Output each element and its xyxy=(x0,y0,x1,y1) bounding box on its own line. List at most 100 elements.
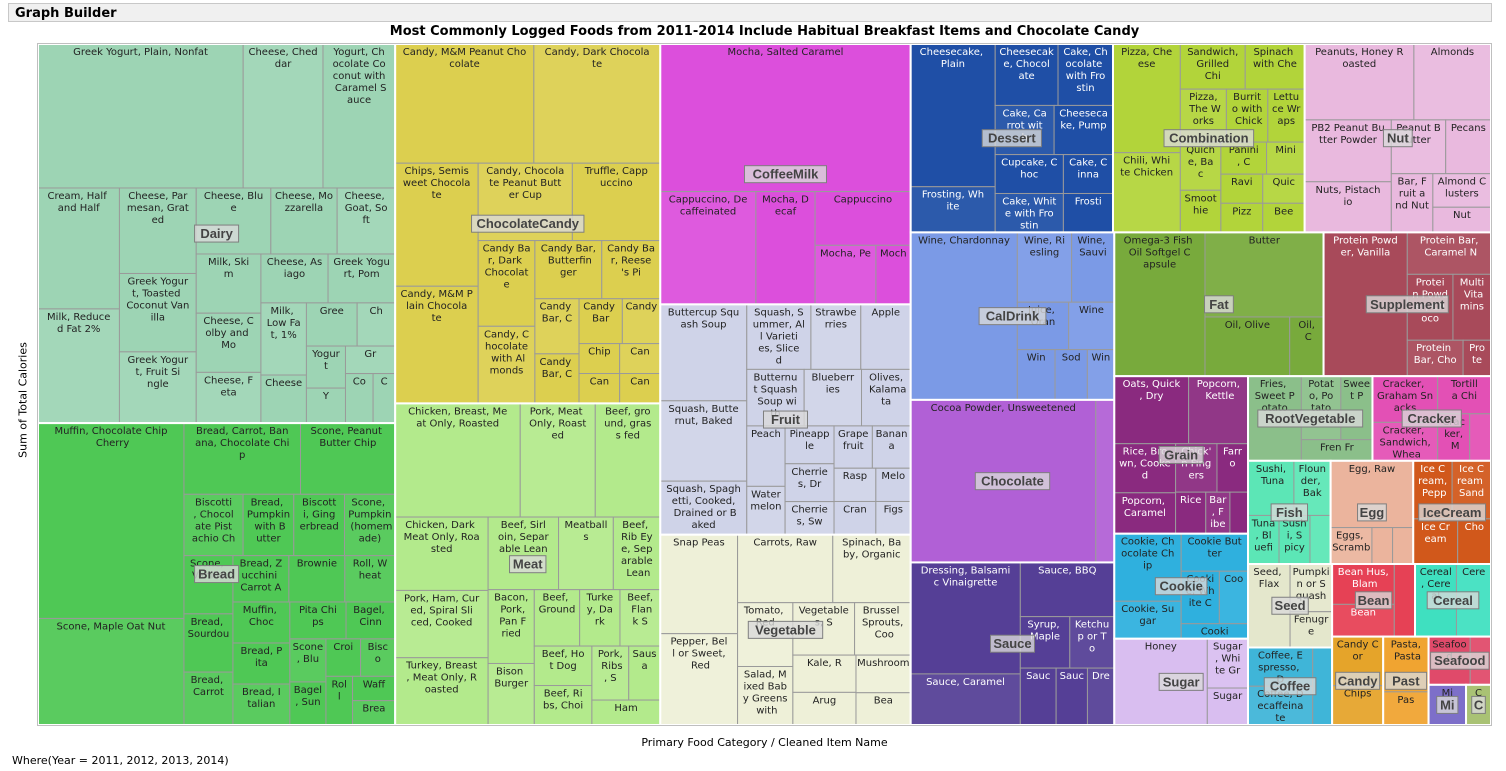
cell-rect[interactable] xyxy=(659,480,748,536)
treemap-cell[interactable]: Greek Yogu rt, Pom xyxy=(327,253,396,304)
treemap-cell[interactable]: Oil, Olive xyxy=(1204,316,1291,377)
treemap-cell[interactable]: Tortill a Chi xyxy=(1437,375,1491,415)
treemap-cell[interactable]: Protein Bar, Caramel N xyxy=(1406,231,1491,275)
category-coffeemilk[interactable]: Mocha, Salted Caramel Cappuccino, De caffe… xyxy=(659,44,912,306)
treemap-cell[interactable]: Yogurt, Ch ocolate Co conut with Caramel S… xyxy=(322,44,396,189)
cell-rect[interactable] xyxy=(394,589,489,659)
treemap-cell[interactable]: Cookie, Su gar xyxy=(1113,600,1182,640)
treemap-cell[interactable]: Candy xyxy=(621,298,661,345)
cell-rect[interactable] xyxy=(305,345,346,389)
treemap-cell[interactable]: Protein Bar, Cho xyxy=(1406,339,1464,377)
treemap-cell[interactable]: Melo xyxy=(875,467,912,502)
treemap-cell[interactable]: Candy Ba r, Reese's Pi xyxy=(601,240,661,300)
treemap-cell[interactable]: Mini xyxy=(1266,141,1306,175)
category-seafood[interactable]: SeafoodSeafood xyxy=(1427,635,1491,686)
treemap-cell[interactable]: Bread, Sourdou xyxy=(183,613,234,673)
cell-rect[interactable] xyxy=(1371,527,1394,565)
cell-rect[interactable] xyxy=(477,325,536,404)
treemap-cell[interactable]: Pepper, Bel l or Sweet, Red xyxy=(659,633,739,725)
category-fruit[interactable]: Buttercup Squ ash Soup Squash, Butte rnut, … xyxy=(659,303,912,536)
cell-rect[interactable] xyxy=(784,425,835,465)
treemap-cell[interactable]: Pizz xyxy=(1220,202,1264,233)
category-combination[interactable]: Pizza, Che ese Chili, Whi te Chicken Sandwic… xyxy=(1111,44,1306,234)
treemap-cell[interactable]: Fenugr e xyxy=(1289,611,1333,648)
cell-rect[interactable] xyxy=(1220,141,1268,175)
category-caldrink[interactable]: Wine, Chardonnay Wine, Ri esling Wine, Sauv… xyxy=(909,231,1116,401)
treemap-svg[interactable]: Greek Yogurt, Plain, Nonfat Cheese, Ched d… xyxy=(38,44,1491,725)
cell-rect[interactable] xyxy=(1113,231,1206,377)
cell-rect[interactable] xyxy=(619,343,661,375)
treemap-cell[interactable]: Chicken, Dark Meat Only, Roa sted xyxy=(394,516,489,591)
cell-rect[interactable] xyxy=(195,371,262,424)
cell-rect[interactable] xyxy=(784,463,835,503)
treemap-cell[interactable]: Milk, Low Fa t, 1% xyxy=(260,302,307,376)
cell-rect[interactable] xyxy=(784,501,835,536)
treemap-cell[interactable]: C xyxy=(372,373,396,424)
category-cookie[interactable]: Cookie, Ch ocolate Ch ip Cookie, Su gar Cooki… xyxy=(1113,532,1250,640)
treemap-cell[interactable]: Cheese, Par mesan, Grat ed xyxy=(118,187,197,274)
treemap-cell[interactable]: Bread, Carrot, Ban ana, Chocolate Chi p xyxy=(183,422,301,495)
treemap-cell[interactable]: Sod xyxy=(1054,349,1088,401)
treemap-cell[interactable]: Beef, Sirl oin, Separ able Lean xyxy=(487,516,560,591)
treemap-cell[interactable]: Chips xyxy=(1331,685,1384,725)
cell-rect[interactable] xyxy=(1057,44,1114,106)
treemap-cell[interactable]: Can xyxy=(619,343,661,375)
treemap-cell[interactable]: Turke y, Da rk xyxy=(579,589,621,647)
cell-rect[interactable] xyxy=(38,422,185,619)
cell-rect[interactable] xyxy=(871,425,912,469)
cell-rect[interactable] xyxy=(1204,316,1291,377)
treemap-cell[interactable]: Greek Yogur t, Toasted Coconut Van illa xyxy=(118,272,197,353)
treemap-cell[interactable]: Croi xyxy=(325,638,362,677)
treemap-cell[interactable]: Beef, gro und, gras s fed xyxy=(594,402,661,518)
treemap-cell[interactable]: Cheeseca ke, Pump xyxy=(1053,104,1114,156)
treemap-cell[interactable]: Chips, Semis weet Chocola te xyxy=(394,162,479,287)
cell-rect[interactable] xyxy=(394,402,521,518)
cell-rect[interactable] xyxy=(994,192,1064,233)
cell-rect[interactable] xyxy=(533,645,593,687)
cell-rect[interactable] xyxy=(533,44,661,164)
cell-rect[interactable] xyxy=(1406,231,1491,275)
treemap-cell[interactable] xyxy=(1393,563,1416,638)
treemap-cell[interactable]: Popcorn, Caramel xyxy=(1113,492,1177,535)
cell-rect[interactable] xyxy=(571,162,661,242)
treemap-cell[interactable]: Bread, Carrot xyxy=(183,671,234,725)
cell-rect[interactable] xyxy=(578,298,623,345)
treemap-plot[interactable]: Greek Yogurt, Plain, Nonfat Cheese, Ched d… xyxy=(37,43,1492,726)
treemap-cell[interactable]: Swee t P xyxy=(1340,375,1373,441)
treemap-cell[interactable]: Farr o xyxy=(1216,443,1249,493)
cell-rect[interactable] xyxy=(487,516,560,591)
treemap-cell[interactable]: Oats, Quick, Dry xyxy=(1113,375,1190,445)
treemap-cell[interactable]: Oil, C xyxy=(1289,316,1325,377)
treemap-cell[interactable]: Rol l xyxy=(325,675,354,725)
cell-rect[interactable] xyxy=(260,302,307,376)
treemap-cell[interactable]: Dre xyxy=(1086,667,1115,725)
treemap-cell[interactable]: Ham xyxy=(591,699,661,725)
treemap-cell[interactable]: Squash, Butte rnut, Baked xyxy=(659,400,748,482)
treemap-cell[interactable]: Peach xyxy=(746,425,786,487)
cell-rect[interactable] xyxy=(1266,141,1306,175)
treemap-cell[interactable]: Candy Bar, C xyxy=(534,298,580,355)
treemap-cell[interactable]: Figs xyxy=(875,500,912,536)
treemap-cell[interactable]: Brussel Sprouts, Coo xyxy=(854,602,912,656)
treemap-cell[interactable]: Snap Peas xyxy=(659,534,739,635)
treemap-cell[interactable]: Gree xyxy=(305,302,358,347)
cell-rect[interactable] xyxy=(1220,202,1264,233)
treemap-cell[interactable]: Cream, Half and Half xyxy=(38,187,120,310)
treemap-cell[interactable]: Scone, Vanilla xyxy=(183,555,234,615)
treemap-cell[interactable]: Smoot hie xyxy=(1179,189,1222,233)
cell-rect[interactable] xyxy=(325,675,354,725)
treemap-cell[interactable]: Fren Fr xyxy=(1300,439,1373,462)
cell-rect[interactable] xyxy=(1019,561,1115,618)
cell-rect[interactable] xyxy=(594,402,661,518)
treemap-cell[interactable]: Win xyxy=(1086,349,1115,401)
cell-rect[interactable] xyxy=(1016,231,1073,303)
cell-rect[interactable] xyxy=(1053,104,1114,156)
cell-rect[interactable] xyxy=(232,555,290,603)
